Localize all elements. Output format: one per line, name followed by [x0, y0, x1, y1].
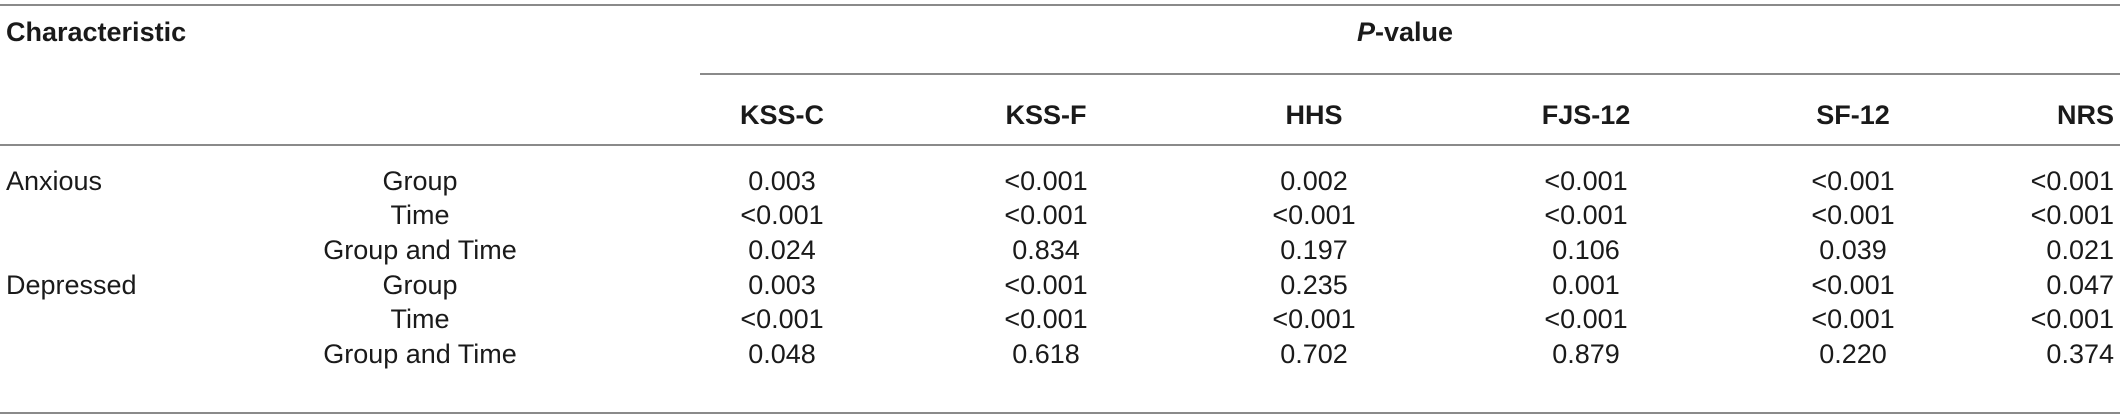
table-cell: <0.001 — [1004, 270, 1088, 300]
table-cell: 0.047 — [2046, 270, 2114, 300]
table-cell: 0.374 — [2046, 339, 2114, 369]
row-label: Group — [382, 166, 458, 196]
table-cell: <0.001 — [2030, 166, 2114, 196]
column-header: NRS — [2056, 100, 2114, 130]
table-cell: <0.001 — [1544, 304, 1628, 334]
row-label: Time — [390, 304, 450, 334]
table-cell: <0.001 — [1544, 200, 1628, 230]
table-cell: 0.220 — [1819, 339, 1887, 369]
table-cell: 0.002 — [1280, 166, 1348, 196]
table-cell: <0.001 — [1004, 304, 1088, 334]
header-bottom-rule — [0, 144, 2120, 146]
table-cell: 0.834 — [1012, 235, 1080, 265]
column-header: FJS-12 — [1541, 100, 1631, 130]
table-cell: <0.001 — [1004, 166, 1088, 196]
column-header: HHS — [1285, 100, 1343, 130]
table-cell: <0.001 — [1811, 270, 1895, 300]
table-cell: <0.001 — [1811, 200, 1895, 230]
row-label: Group and Time — [323, 339, 517, 369]
table-cell: 0.197 — [1280, 235, 1348, 265]
header-pvalue-italic: P — [1356, 17, 1375, 47]
table-cell: 0.702 — [1280, 339, 1348, 369]
header-characteristic: Characteristic — [6, 17, 187, 47]
table-cell: 0.003 — [748, 270, 816, 300]
table-cell: 0.879 — [1552, 339, 1620, 369]
column-header: KSS-C — [739, 100, 825, 130]
table-cell: <0.001 — [740, 200, 824, 230]
row-label: Group and Time — [323, 235, 517, 265]
table-cell: <0.001 — [1544, 166, 1628, 196]
column-header: SF-12 — [1816, 100, 1890, 130]
row-label: Group — [382, 270, 458, 300]
header-pvalue-suffix: -value — [1374, 17, 1454, 47]
table-top-rule — [0, 4, 2120, 6]
table-cell: <0.001 — [1272, 200, 1356, 230]
table-cell: <0.001 — [1811, 304, 1895, 334]
table-cell: 0.039 — [1819, 235, 1887, 265]
table-cell: <0.001 — [1811, 166, 1895, 196]
column-header: KSS-F — [1005, 100, 1087, 130]
table-cell: 0.048 — [748, 339, 816, 369]
table-cell: 0.106 — [1552, 235, 1620, 265]
table-cell: 0.003 — [748, 166, 816, 196]
table-bottom-rule — [0, 412, 2120, 414]
pvalue-span-rule — [700, 73, 2120, 75]
table-cell: <0.001 — [2030, 304, 2114, 334]
table-cell: <0.001 — [1004, 200, 1088, 230]
group-label: Depressed — [6, 270, 137, 300]
table-cell: <0.001 — [740, 304, 824, 334]
table-cell: 0.235 — [1280, 270, 1348, 300]
row-label: Time — [390, 200, 450, 230]
table-cell: <0.001 — [1272, 304, 1356, 334]
group-label: Anxious — [6, 166, 103, 196]
table-cell: 0.618 — [1012, 339, 1080, 369]
table-cell: 0.021 — [2046, 235, 2114, 265]
header-pvalue: P-value — [1357, 17, 1453, 47]
table-cell: 0.024 — [748, 235, 816, 265]
table-cell: 0.001 — [1552, 270, 1620, 300]
table-cell: <0.001 — [2030, 200, 2114, 230]
